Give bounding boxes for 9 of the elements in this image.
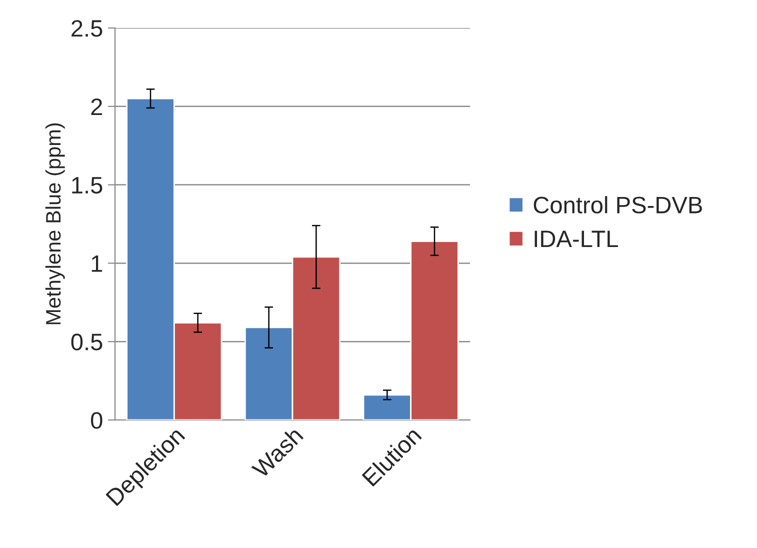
legend-label: Control PS-DVB <box>534 196 702 214</box>
y-tick-label: 2 <box>91 98 102 115</box>
y-axis-title: Methylene Blue (ppm) <box>45 123 65 324</box>
y-tick-label: 0.5 <box>71 334 102 350</box>
y-tick-label: 1 <box>92 256 102 272</box>
y-tick-label: 0 <box>90 412 102 429</box>
legend-label: IDA-LTL <box>534 230 618 248</box>
y-tick-label: 1.5 <box>72 177 102 194</box>
y-tick-label: 2.5 <box>72 20 102 37</box>
